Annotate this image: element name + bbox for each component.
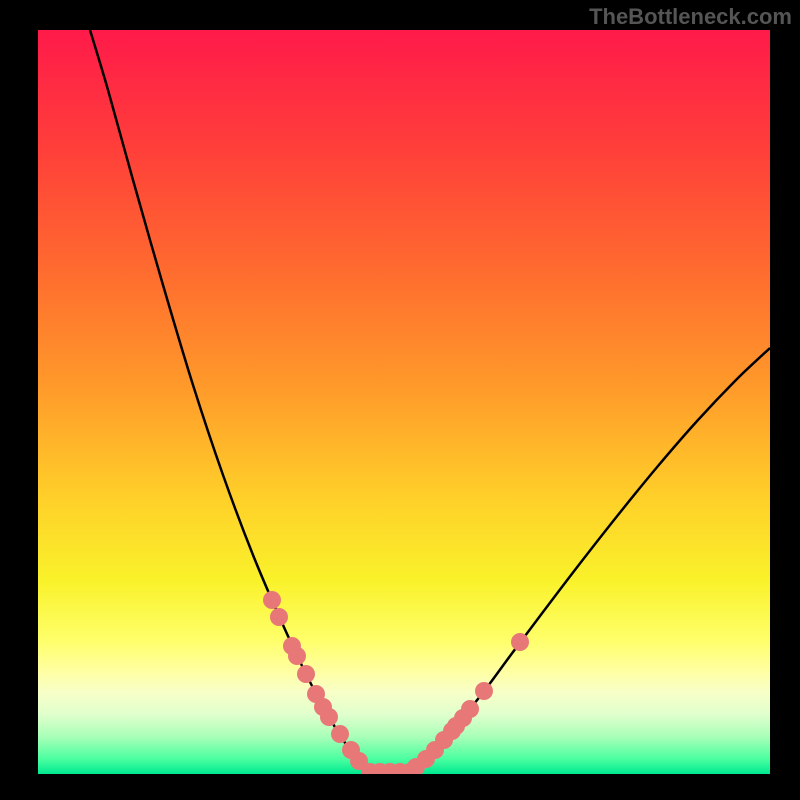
data-marker <box>288 647 306 665</box>
watermark-text: TheBottleneck.com <box>589 4 792 30</box>
plot-area <box>38 30 770 774</box>
data-marker <box>461 700 479 718</box>
curve-right <box>403 348 770 772</box>
curves-overlay <box>38 30 770 774</box>
data-marker <box>297 665 315 683</box>
data-marker <box>511 633 529 651</box>
data-marker <box>320 708 338 726</box>
data-marker <box>263 591 281 609</box>
data-marker <box>331 725 349 743</box>
data-marker <box>270 608 288 626</box>
data-marker <box>475 682 493 700</box>
curve-left <box>90 30 378 772</box>
chart-container: TheBottleneck.com <box>0 0 800 800</box>
